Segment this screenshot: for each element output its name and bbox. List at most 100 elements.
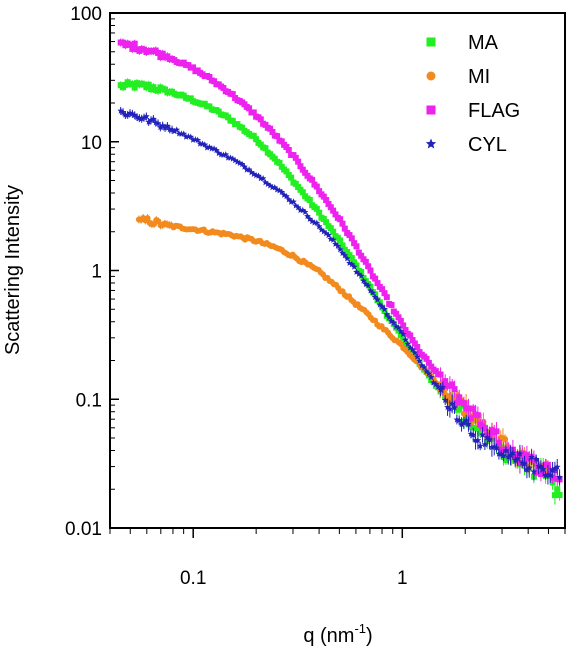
plot-marks	[117, 38, 563, 505]
data-point	[523, 466, 531, 473]
data-point	[339, 220, 346, 227]
data-point	[441, 396, 449, 403]
data-point	[138, 115, 146, 122]
data-point	[250, 132, 257, 139]
x-axis-label: q (nm-1)	[303, 621, 372, 647]
data-point	[129, 81, 136, 88]
data-point	[157, 123, 164, 131]
data-point	[330, 228, 337, 235]
data-point	[374, 280, 381, 287]
data-point	[283, 168, 290, 175]
data-point	[341, 225, 348, 232]
data-point	[285, 147, 292, 154]
data-point	[397, 317, 404, 324]
data-point	[229, 117, 236, 124]
data-point	[360, 277, 367, 284]
x-tick-label: 1	[397, 568, 408, 589]
legend-label-flag: FLAG	[468, 100, 520, 122]
data-point	[477, 430, 484, 437]
data-point	[476, 442, 484, 449]
data-point	[481, 425, 488, 432]
data-point	[546, 471, 554, 479]
data-point	[372, 275, 379, 282]
data-point	[313, 183, 320, 190]
data-point	[504, 453, 512, 460]
data-point	[150, 115, 157, 122]
data-point	[493, 428, 500, 435]
data-point	[465, 405, 472, 412]
data-point	[554, 486, 561, 493]
data-point	[145, 118, 153, 125]
series-cyl	[117, 106, 563, 486]
data-point	[432, 368, 439, 375]
data-point	[283, 192, 290, 200]
data-point	[353, 262, 360, 269]
axis-tick-labels: 0.01 0.1 1 10 100 0.1 1	[65, 4, 408, 589]
data-point	[332, 211, 339, 218]
data-point	[528, 453, 535, 460]
axis-ticks	[109, 12, 566, 538]
data-point	[316, 188, 323, 195]
x-tick-label: 0.1	[180, 568, 206, 589]
data-point	[220, 84, 227, 91]
data-point	[533, 469, 540, 476]
y-axis-label: Scattering Intensity	[2, 185, 24, 355]
data-point	[299, 189, 306, 196]
data-point	[467, 415, 474, 422]
data-point	[145, 81, 152, 88]
data-point	[155, 49, 162, 56]
data-point	[411, 340, 418, 347]
data-point	[327, 204, 334, 211]
data-point	[479, 431, 486, 438]
data-point	[402, 327, 409, 334]
data-point	[369, 289, 377, 296]
data-point	[467, 423, 474, 430]
data-point	[442, 378, 449, 385]
data-point	[344, 249, 351, 256]
data-point	[225, 114, 232, 121]
data-point	[514, 454, 521, 462]
data-point	[381, 305, 388, 313]
legend-label-ma: MA	[468, 32, 499, 54]
data-point	[364, 282, 372, 289]
data-point	[278, 138, 285, 145]
data-point	[420, 364, 428, 371]
data-point	[551, 465, 559, 472]
data-point	[437, 371, 444, 378]
data-point	[330, 207, 337, 214]
data-point	[327, 225, 334, 232]
data-point	[155, 87, 162, 94]
data-point	[439, 383, 447, 391]
data-point	[474, 436, 482, 444]
data-point	[358, 268, 365, 275]
data-point	[355, 249, 362, 256]
data-point	[409, 337, 416, 344]
data-point	[301, 208, 309, 215]
data-point	[365, 263, 372, 270]
data-point	[124, 111, 132, 118]
data-point	[388, 301, 395, 308]
data-point	[551, 492, 558, 499]
data-point	[451, 404, 458, 411]
data-point	[315, 223, 323, 230]
data-point	[164, 122, 171, 129]
legend: MA MI FLAG CYL	[425, 32, 520, 156]
data-point	[143, 112, 150, 120]
data-point	[465, 420, 472, 428]
data-point	[313, 205, 320, 212]
data-point	[423, 355, 430, 362]
data-point	[407, 332, 414, 339]
data-point	[229, 91, 236, 98]
data-point	[131, 84, 138, 91]
y-tick-label: 1	[91, 262, 102, 283]
data-point	[469, 431, 477, 438]
data-point	[140, 114, 148, 121]
data-point	[451, 386, 458, 393]
data-point	[556, 473, 563, 481]
data-point	[521, 460, 528, 467]
data-point	[411, 349, 419, 356]
data-point	[493, 444, 500, 451]
legend-marker-flag	[426, 105, 436, 115]
data-point	[460, 419, 468, 426]
data-point	[171, 127, 178, 135]
